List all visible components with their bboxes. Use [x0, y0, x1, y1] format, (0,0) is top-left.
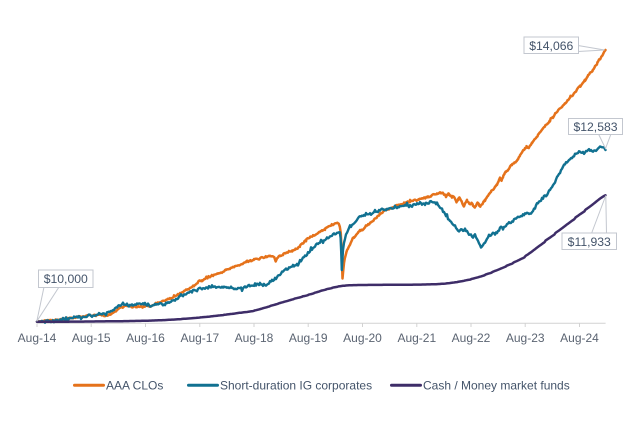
svg-text:Aug-16: Aug-16 [126, 331, 165, 345]
svg-text:$14,066: $14,066 [529, 39, 573, 53]
svg-text:Aug-18: Aug-18 [235, 331, 274, 345]
svg-text:Aug-15: Aug-15 [72, 331, 111, 345]
svg-text:$11,933: $11,933 [568, 235, 611, 249]
svg-text:Aug-20: Aug-20 [343, 331, 382, 345]
svg-text:Aug-14: Aug-14 [18, 331, 57, 345]
svg-text:Aug-17: Aug-17 [180, 331, 219, 345]
svg-text:$12,583: $12,583 [573, 120, 617, 134]
svg-text:Aug-21: Aug-21 [397, 331, 436, 345]
svg-text:AAA CLOs: AAA CLOs [106, 379, 163, 393]
svg-text:Aug-22: Aug-22 [452, 331, 491, 345]
svg-text:Cash / Money market funds: Cash / Money market funds [423, 379, 570, 393]
svg-text:Short-duration IG corporates: Short-duration IG corporates [220, 379, 372, 393]
svg-text:Aug-23: Aug-23 [506, 331, 545, 345]
svg-text:Aug-24: Aug-24 [560, 331, 599, 345]
svg-text:$10,000: $10,000 [44, 272, 88, 286]
svg-text:Aug-19: Aug-19 [289, 331, 328, 345]
